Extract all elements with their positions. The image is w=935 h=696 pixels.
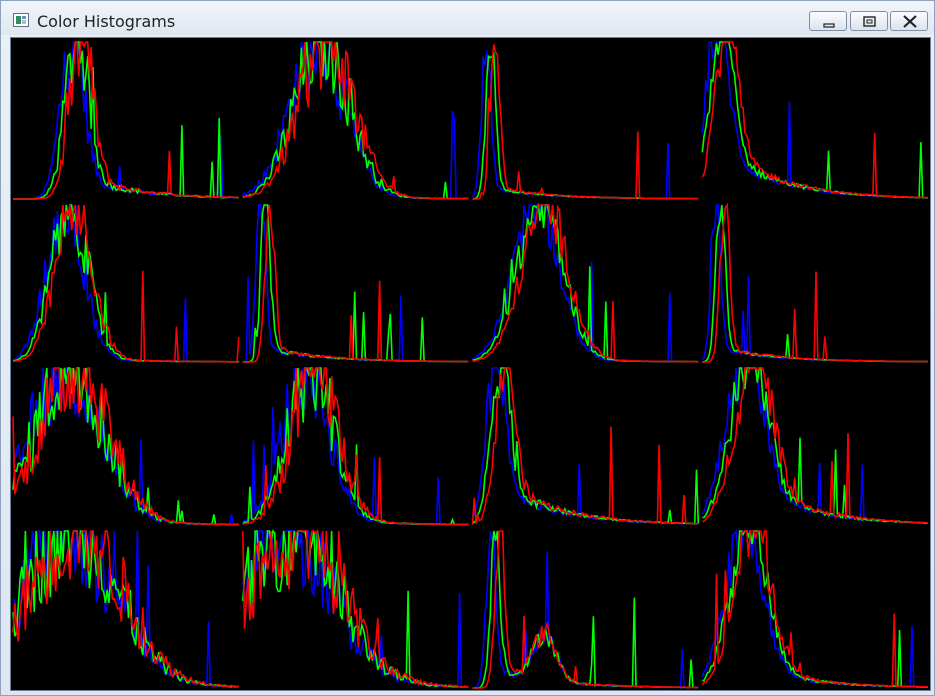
histogram-panel	[472, 530, 699, 689]
histogram-series-line	[12, 529, 239, 689]
histogram-series-line	[472, 44, 699, 200]
histogram-grid	[12, 39, 929, 689]
window-title: Color Histograms	[37, 12, 176, 31]
close-button[interactable]	[890, 11, 928, 31]
histogram-series-line	[472, 530, 699, 689]
title-bar[interactable]: Color Histograms	[1, 1, 934, 35]
histogram-series-line	[472, 202, 699, 363]
histogram-series-line	[471, 50, 699, 200]
histogram-series-line	[702, 202, 928, 363]
histogram-canvas	[10, 37, 931, 691]
histogram-series-line	[701, 530, 928, 688]
histogram-panel	[242, 528, 469, 689]
histogram-series-line	[12, 204, 240, 363]
histogram-series-line	[702, 367, 929, 524]
histogram-panel	[13, 41, 240, 200]
histogram-panel	[701, 367, 929, 525]
histogram-panel	[701, 528, 929, 689]
opencv-window-icon	[13, 13, 29, 27]
histogram-series-line	[702, 530, 928, 689]
histogram-series-line	[701, 367, 929, 525]
histogram-series-line	[472, 52, 699, 200]
histogram-series-line	[471, 367, 700, 525]
histogram-series-line	[701, 528, 929, 689]
maximize-icon	[863, 16, 876, 27]
histogram-series-line	[13, 204, 239, 363]
histogram-panel	[471, 367, 700, 525]
histogram-series-line	[701, 41, 929, 199]
histogram-panel	[701, 202, 929, 363]
histogram-series-line	[471, 367, 699, 525]
histogram-series-line	[242, 529, 469, 688]
histogram-panel	[701, 41, 929, 199]
histogram-series-line	[701, 41, 929, 199]
histogram-panel	[471, 44, 699, 200]
histogram-series-line	[702, 367, 929, 525]
histogram-series-line	[12, 530, 239, 688]
histogram-panel	[242, 39, 469, 200]
close-icon	[903, 15, 917, 28]
histogram-series-line	[13, 41, 240, 200]
histogram-panel	[242, 366, 469, 526]
minimize-button[interactable]	[809, 11, 847, 31]
histogram-panel	[472, 201, 699, 363]
histogram-series-line	[472, 204, 699, 363]
maximize-button[interactable]	[850, 11, 888, 31]
histogram-series-line	[242, 367, 469, 526]
histogram-series-line	[242, 204, 469, 363]
histogram-series-line	[471, 367, 699, 525]
histogram-series-line	[13, 41, 239, 200]
histogram-series-line	[13, 41, 239, 200]
histogram-panel	[12, 204, 240, 363]
histogram-series-line	[701, 41, 929, 199]
histogram-panel	[242, 204, 469, 363]
histogram-series-line	[242, 41, 469, 200]
histogram-panel	[12, 367, 239, 526]
histogram-series-line	[12, 367, 239, 526]
minimize-icon	[823, 23, 835, 28]
histogram-panel	[12, 529, 239, 689]
histogram-series-line	[242, 528, 469, 688]
